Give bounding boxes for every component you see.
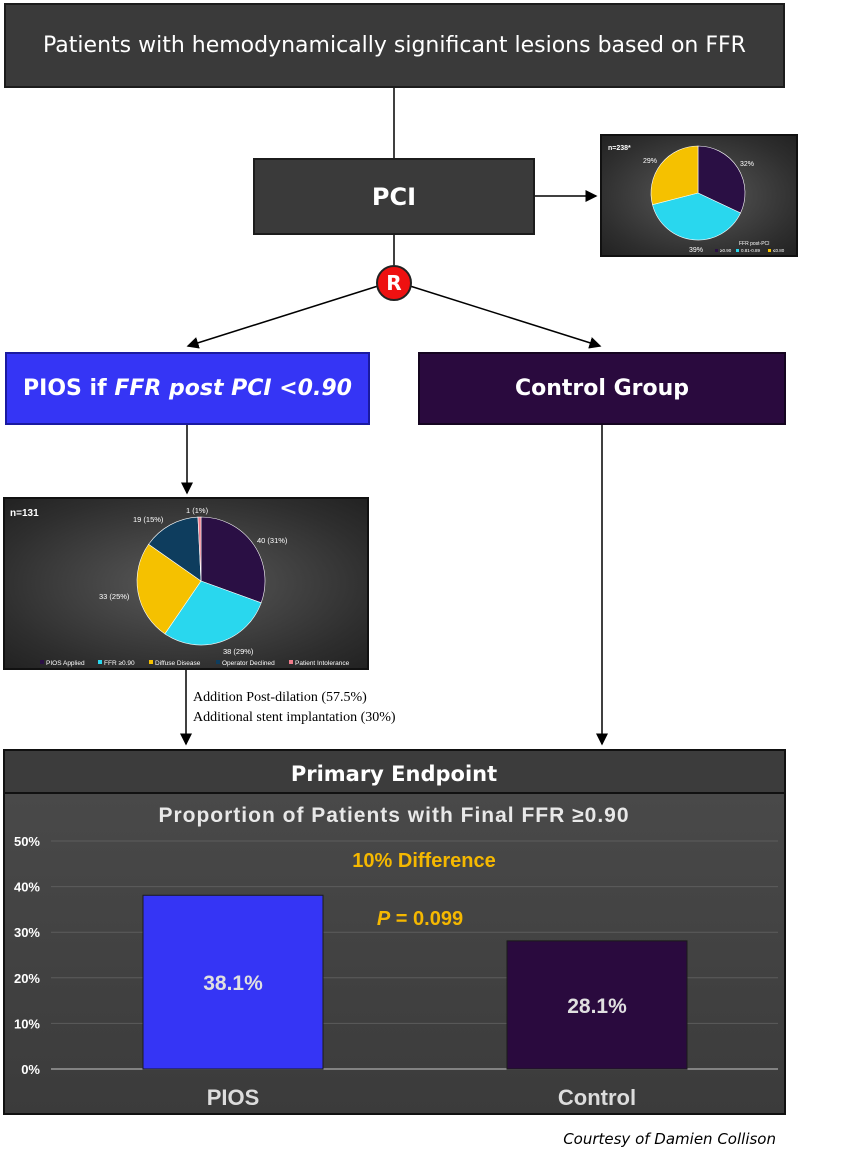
y-tick-label-1: 10%	[14, 1016, 40, 1031]
pios-outcome-pie-chart: n=131 40 (31%) 38 (29%) 33 (25%) 19 (15%…	[10, 506, 350, 667]
pie2-legend-swatch-2	[149, 660, 153, 664]
pie1-slice-0	[697, 145, 746, 214]
pie1-legend-1: 0.81-0.89	[741, 248, 761, 253]
population-text: Patients with hemodynamically significan…	[43, 33, 746, 58]
pie1-label-2: 29%	[643, 158, 657, 165]
pci-box: PCI	[253, 158, 535, 235]
pie1-legend-title: FFR post-PCI	[739, 241, 770, 247]
pie2-legend-swatch-1	[98, 660, 102, 664]
population-box: Patients with hemodynamically significan…	[4, 3, 785, 88]
pie2-legend-1: FFR ≥0.90	[104, 660, 135, 667]
bar-control	[506, 940, 688, 1070]
pie2-slice-3	[148, 516, 202, 582]
control-arm-box: Control Group	[418, 352, 786, 425]
randomization-circle: R	[376, 265, 412, 301]
pie2-legend-3: Operator Declined	[222, 660, 275, 667]
annotation-stent: Additional stent implantation (30%)	[193, 710, 396, 725]
arrow-r-to-control	[409, 285, 602, 349]
pios-annotations: Addition Post-dilation (57.5%) Additiona…	[193, 688, 396, 728]
pie1-legend-0: ≥0.90	[720, 248, 732, 253]
pie2-slice-2	[136, 543, 202, 635]
pie1-legend-swatch-0	[715, 249, 718, 252]
pie1-legend-2: ≤0.80	[773, 248, 785, 253]
pie2-label-0: 40 (31%)	[257, 536, 288, 545]
pie1-legend-swatch-2	[768, 249, 771, 252]
courtesy-credit: Courtesy of Damien Collison	[563, 1130, 776, 1148]
pios-arm-italic: FFR post PCI <0.90	[114, 376, 352, 401]
pie1-label-0: 32%	[740, 161, 754, 168]
y-tick-label-2: 20%	[14, 971, 40, 986]
pie2-legend: PIOS Applied FFR ≥0.90 Diffuse Disease O…	[40, 660, 350, 667]
ffr-post-pci-pie-chart: n=238* 32% 39% 29% FFR post-PCI ≥0.90 0.…	[608, 145, 785, 254]
pios-arm-box: PIOS if FFR post PCI <0.90	[5, 352, 370, 425]
pios-outcome-pie-panel: n=131 40 (31%) 38 (29%) 33 (25%) 19 (15%…	[3, 497, 369, 670]
y-tick-label-3: 30%	[14, 925, 40, 940]
ffr-post-pci-pie-panel: n=238* 32% 39% 29% FFR post-PCI ≥0.90 0.…	[600, 134, 798, 257]
y-tick-label-5: 50%	[14, 834, 40, 849]
y-tick-label-0: 0%	[21, 1062, 40, 1077]
x-category-label-0: PIOS	[207, 1085, 260, 1110]
x-category-label-1: Control	[558, 1085, 636, 1110]
pie2-legend-swatch-0	[40, 660, 44, 664]
pci-text: PCI	[371, 182, 417, 211]
bar-value-label-1: 28.1%	[567, 995, 627, 1018]
pie2-legend-0: PIOS Applied	[46, 660, 85, 667]
control-arm-text: Control Group	[514, 376, 690, 401]
pie1-legend-swatch-1	[736, 249, 739, 252]
p-value-rest: = 0.099	[390, 908, 463, 930]
pie2-legend-swatch-3	[216, 660, 220, 664]
pie1-legend: ≥0.90 0.81-0.89 ≤0.80	[715, 248, 785, 253]
p-value-symbol: P	[377, 908, 391, 930]
arrow-r-to-pios	[186, 285, 379, 349]
pie2-label-3: 19 (15%)	[133, 515, 164, 524]
pie1-label-1: 39%	[689, 247, 703, 254]
pie2-legend-swatch-4	[289, 660, 293, 664]
primary-endpoint-bar-chart: Primary Endpoint Proportion of Patients …	[5, 751, 784, 1110]
endpoint-header: Primary Endpoint	[291, 762, 497, 786]
pie2-slice-1	[164, 580, 262, 646]
pie2-label-4: 1 (1%)	[186, 506, 209, 515]
y-tick-label-4: 40%	[14, 880, 40, 895]
pie2-n-label: n=131	[10, 508, 39, 519]
pie2-label-2: 33 (25%)	[99, 592, 130, 601]
chart-title: Proportion of Patients with Final FFR ≥0…	[158, 804, 629, 827]
endpoint-header-bar	[5, 751, 784, 793]
p-value-annotation: P = 0.099	[377, 908, 463, 930]
pios-arm-text: PIOS if FFR post PCI <0.90	[23, 376, 352, 401]
bar-pios	[142, 894, 324, 1070]
pie2-legend-4: Patient Intolerance	[295, 660, 350, 667]
difference-annotation: 10% Difference	[352, 850, 495, 872]
pie2-label-1: 38 (29%)	[223, 647, 254, 656]
bar-value-label-0: 38.1%	[203, 972, 263, 995]
pie1-slice-1	[652, 192, 741, 241]
primary-endpoint-panel: Primary Endpoint Proportion of Patients …	[3, 749, 786, 1115]
pie2-slice-0	[200, 516, 266, 604]
randomization-label: R	[386, 271, 402, 295]
annotation-post-dilation: Addition Post-dilation (57.5%)	[193, 690, 367, 705]
pie1-slice-2	[650, 145, 699, 206]
pie2-slice-4	[197, 516, 202, 582]
pios-arm-plain: PIOS if	[23, 376, 115, 401]
pie1-n-label: n=238*	[608, 145, 631, 152]
pie2-legend-2: Diffuse Disease	[155, 660, 201, 667]
